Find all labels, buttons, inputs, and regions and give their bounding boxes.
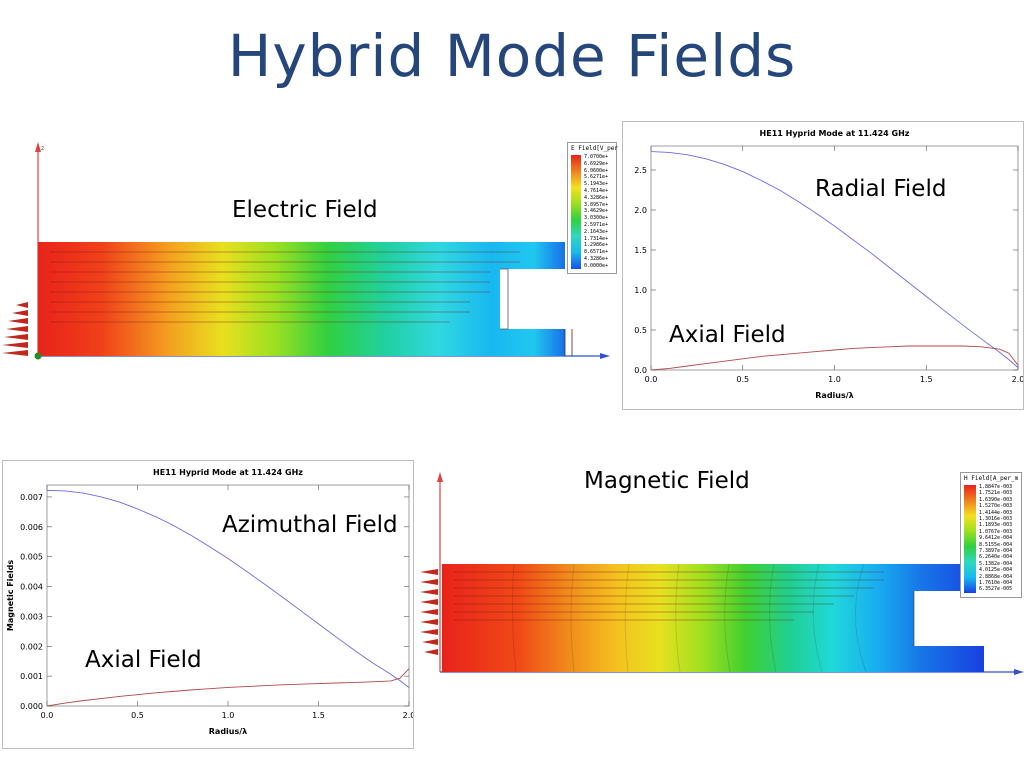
x-tick-label: 1.5	[920, 375, 933, 384]
electric-legend-value: 2.1643e+	[584, 228, 609, 235]
electric-field-legend: E Field[V_per 7.0700e+ 6.6929e+ 6.0600e+ 5.…	[567, 142, 618, 274]
magnetic-legend-value: 7.3897e-004	[979, 548, 1013, 554]
z-axis-label: z	[41, 145, 44, 152]
magnetic-legend-value: 9.6412e-004	[979, 535, 1013, 542]
inlet-arrows-h	[420, 569, 438, 655]
x-tick-label: 2.0	[403, 711, 413, 720]
chart-title: HE11 Hyprid Mode at 11.424 GHz	[760, 129, 910, 138]
electric-legend-value: 4.3286e+	[584, 194, 609, 201]
electric-legend-value: 3.4629e+	[584, 208, 609, 215]
x-tick-label: 2.0	[1012, 375, 1023, 384]
electric-legend-value: 0.0000e+	[584, 262, 609, 269]
magnetic-legend-value: 1.1893e-003	[979, 522, 1013, 529]
inlet-arrows	[2, 302, 28, 356]
electric-legend-value: 5.6271e+	[584, 174, 609, 181]
electric-legend-value: 6.6929e+	[584, 160, 609, 167]
y-tick-label: 0.001	[20, 672, 43, 681]
y-tick-label: 0.0	[634, 366, 647, 375]
series-line	[650, 151, 1019, 368]
magnetic-field-caption: Magnetic Field	[584, 468, 750, 494]
magnetic-legend-value: 8.5155e-004	[979, 541, 1013, 548]
electric-fields-chart-frame: HE11 Hyprid Mode at 11.424 GHz 0.0 0.5 1.0 1…	[610, 121, 1024, 410]
electric-legend-value: 6.0600e+	[584, 167, 609, 174]
legend-title-h: H Field[A_per_m	[964, 475, 1019, 482]
y-tick-label: 0.004	[20, 583, 43, 592]
electric-legend-value: 5.1943e+	[584, 181, 609, 188]
series-line	[46, 489, 410, 688]
magnetic-legend-value: 1.4144e-003	[979, 509, 1013, 516]
x-axis-label: Radius/λ	[815, 391, 853, 400]
x-tick-label: 0.5	[131, 711, 144, 720]
y-tick-label: 1.5	[634, 246, 647, 255]
electric-field-plot: z	[2, 142, 610, 360]
azimuthal-field-label: Azimuthal Field	[222, 512, 398, 538]
field-arrows	[50, 251, 520, 323]
x-tick-label: 0.0	[645, 375, 658, 384]
slide-title: Hybrid Mode Fields	[227, 22, 797, 90]
electric-legend-value: 7.0700e+	[584, 154, 609, 160]
magnetic-legend-value: 2.8868e-004	[979, 573, 1013, 580]
electric-fields-chart: HE11 Hyprid Mode at 11.424 GHz 0.0 0.5 1.0 1…	[610, 129, 1024, 400]
x-tick-label: 1.0	[222, 711, 235, 720]
magnetic-field-panel: Magnetic Field H Field[A_per_m 1.8847e-0…	[414, 466, 1024, 696]
y-tick-label: 0.007	[20, 493, 43, 502]
legend-colorbar-h	[964, 485, 976, 593]
magnetic-legend-value: 1.8847e-003	[979, 484, 1013, 490]
electric-legend-value: 8.6571e+	[584, 249, 609, 256]
magnetic-legend-value: 1.6390e-003	[979, 496, 1013, 503]
x-tick-label: 0.5	[736, 375, 749, 384]
magnetic-field-plot	[420, 472, 1024, 675]
y-tick-label: 0.002	[20, 642, 43, 651]
electric-legend-value: 3.8957e+	[584, 201, 609, 208]
axial-field-label-h: Axial Field	[85, 647, 202, 673]
y-tick-label: 0.000	[20, 702, 43, 711]
magnetic-legend-value: 1.7610e-004	[979, 580, 1013, 586]
magnetic-fields-chart-frame: HE11 Hyprid Mode at 11.424 GHz 0.0 0.5 1.0 1…	[2, 460, 415, 749]
electric-legend-value: 4.3286e+	[584, 256, 609, 262]
field-arrows-h	[454, 571, 884, 621]
magnetic-legend-value: 4.0125e-004	[979, 567, 1013, 574]
magnetic-legend-value: 6.2640e-004	[979, 554, 1013, 561]
magnetic-legend-value: 1.7521e-003	[979, 490, 1013, 497]
magnetic-legend-value: 1.0767e-003	[979, 528, 1013, 535]
electric-legend-value: 2.5971e+	[584, 222, 609, 228]
magnetic-legend-value: 1.5270e-003	[979, 503, 1013, 510]
y-tick-label: 0.005	[20, 553, 43, 562]
radial-field-label: Radial Field	[815, 176, 947, 202]
chart-title: HE11 Hyprid Mode at 11.424 GHz	[153, 468, 303, 477]
electric-legend-value: 4.7614e+	[584, 188, 609, 194]
y-tick-label: 0.006	[20, 523, 43, 532]
x-axis-label: Radius/λ	[209, 727, 247, 736]
magnetic-legend-value: 1.3016e-003	[979, 516, 1013, 522]
series-line	[46, 668, 410, 707]
x-tick-label: 1.0	[828, 375, 841, 384]
legend-colorbar	[571, 155, 581, 269]
magnetic-fields-chart: HE11 Hyprid Mode at 11.424 GHz 0.0 0.5 1.0 1…	[6, 468, 415, 736]
y-tick-label: 1.0	[634, 286, 647, 295]
axial-field-label: Axial Field	[669, 322, 786, 348]
electric-legend-value: 3.0300e+	[584, 215, 609, 222]
magnetic-legend-value: 6.3527e-005	[979, 586, 1013, 593]
series-line	[650, 345, 1019, 371]
x-tick-label: 1.5	[312, 711, 325, 720]
y-axis-label: Magnetic Fields	[6, 560, 15, 631]
electric-field-panel: z Electric	[0, 130, 620, 380]
legend-title: E Field[V_per	[571, 145, 618, 152]
y-tick-label: 0.003	[20, 612, 43, 621]
y-tick-label: 2.0	[634, 206, 647, 215]
electric-legend-value: 1.7314e+	[584, 235, 609, 242]
magnetic-legend-value: 5.1382e-004	[979, 560, 1013, 567]
x-tick-label: 0.0	[41, 711, 54, 720]
y-tick-label: 0.5	[634, 326, 647, 335]
magnetic-field-legend: H Field[A_per_m 1.8847e-003 1.7521e-003 1.…	[960, 472, 1022, 598]
contour-lines	[511, 563, 867, 673]
electric-legend-value: 1.2986e+	[584, 242, 609, 249]
electric-field-caption: Electric Field	[232, 197, 378, 223]
y-tick-label: 2.5	[634, 166, 647, 175]
